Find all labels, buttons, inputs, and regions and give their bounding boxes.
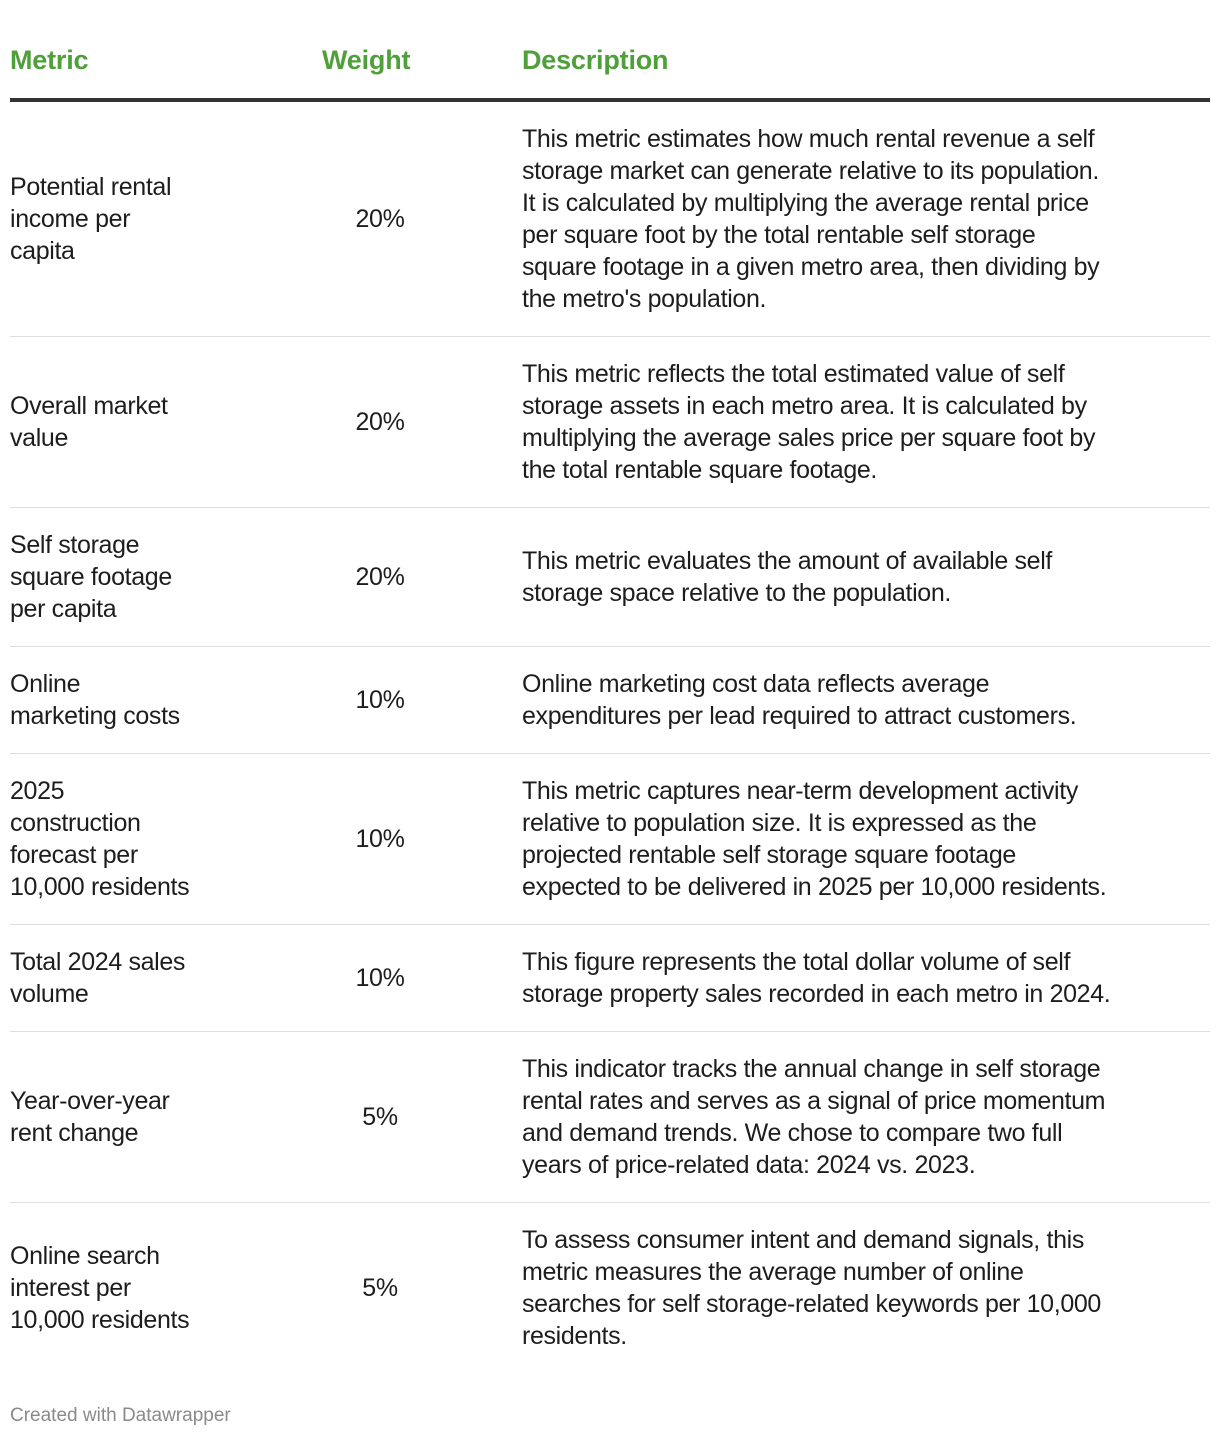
metric-cell: Potential rental income per capita [10, 171, 300, 267]
description-line: This metric reflects the total estimated… [522, 360, 1065, 388]
description-line: residents. [522, 1322, 627, 1350]
metric-line: value [10, 424, 69, 452]
metric-line: per capita [10, 595, 117, 623]
table-body: Potential rental income per capita 20% This … [10, 102, 1210, 1373]
metric-line: 10,000 residents [10, 1306, 190, 1334]
metric-line: square footage [10, 563, 172, 591]
description-line: rental rates and serves as a signal of p… [522, 1087, 1106, 1115]
table-row: 2025 construction forecast per 10,000 resid… [10, 754, 1210, 925]
weight-cell: 5% [362, 1274, 398, 1302]
metric-line: Year-over-year [10, 1087, 170, 1115]
header-description: Description [522, 45, 669, 75]
weight-cell: 5% [362, 1103, 398, 1131]
description-line: storage space relative to the population… [522, 579, 951, 607]
metric-cell: Online marketing costs [10, 668, 300, 732]
description-line: This metric estimates how much rental re… [522, 125, 1095, 153]
weight-cell: 20% [355, 205, 405, 233]
description-line: This metric evaluates the amount of avai… [522, 547, 1052, 575]
metric-line: forecast per [10, 841, 138, 869]
table-row: Online search interest per 10,000 resident… [10, 1203, 1210, 1373]
metric-line: capita [10, 237, 75, 265]
table-row: Potential rental income per capita 20% This … [10, 102, 1210, 337]
description-line: the metro's population. [522, 285, 767, 313]
description-line: per square foot by the total rentable se… [522, 221, 1036, 249]
weight-cell: 10% [355, 825, 405, 853]
table-header: Metric Weight Description [10, 0, 1210, 102]
metric-cell: Online search interest per 10,000 resident… [10, 1240, 300, 1336]
metric-line: 10,000 residents [10, 873, 190, 901]
metric-cell: Year-over-year rent change [10, 1085, 300, 1149]
metric-line: Potential rental [10, 173, 172, 201]
metric-cell: 2025 construction forecast per 10,000 resid… [10, 775, 300, 903]
description-line: and demand trends. We chose to compare t… [522, 1119, 1063, 1147]
description-line: expenditures per lead required to attrac… [522, 702, 1077, 730]
metric-line: Overall market [10, 392, 168, 420]
table-row: Year-over-year rent change 5% This indicato… [10, 1032, 1210, 1203]
description-line: multiplying the average sales price per … [522, 424, 1096, 452]
description-line: Online marketing cost data reflects aver… [522, 670, 990, 698]
metric-line: Total 2024 sales [10, 948, 186, 976]
weight-cell: 10% [355, 964, 405, 992]
description-line: This figure represents the total dollar … [522, 948, 1071, 976]
metric-line: rent change [10, 1119, 139, 1147]
description-cell: This figure represents the total dollar … [522, 946, 1210, 1010]
table-row: Total 2024 sales volume 10% This figure rep… [10, 925, 1210, 1032]
table-row: Overall market value 20% This metric reflec… [10, 337, 1210, 508]
metric-line: income per [10, 205, 131, 233]
metric-line: 2025 [10, 777, 65, 805]
weight-cell: 10% [355, 686, 405, 714]
description-cell: This metric estimates how much rental re… [522, 123, 1210, 315]
weight-cell: 20% [355, 408, 405, 436]
description-line: storage assets in each metro area. It is… [522, 392, 1087, 420]
description-line: years of price-related data: 2024 vs. 20… [522, 1151, 976, 1179]
description-line: It is calculated by multiplying the aver… [522, 189, 1089, 217]
description-line: metric measures the average number of on… [522, 1258, 1024, 1286]
metric-line: Online [10, 670, 81, 698]
metric-line: interest per [10, 1274, 131, 1302]
header-weight: Weight [322, 45, 411, 75]
description-cell: Online marketing cost data reflects aver… [522, 668, 1210, 732]
table-row: Online marketing costs 10% Online marketing… [10, 647, 1210, 754]
metric-cell: Total 2024 sales volume [10, 946, 300, 1010]
metric-line: volume [10, 980, 89, 1008]
description-cell: This indicator tracks the annual change … [522, 1053, 1210, 1181]
description-line: This metric captures near-term developme… [522, 777, 1078, 805]
footer-credit[interactable]: Created with Datawrapper [10, 1405, 231, 1426]
description-cell: To assess consumer intent and demand sig… [522, 1224, 1210, 1352]
description-line: storage property sales recorded in each … [522, 980, 1111, 1008]
description-line: the total rentable square footage. [522, 456, 878, 484]
metric-line: Self storage [10, 531, 140, 559]
description-line: expected to be delivered in 2025 per 10,… [522, 873, 1107, 901]
metrics-table: Metric Weight Description Potential rent… [10, 0, 1210, 1373]
description-line: This indicator tracks the annual change … [522, 1055, 1101, 1083]
description-line: relative to population size. It is expre… [522, 809, 1037, 837]
description-cell: This metric captures near-term developme… [522, 775, 1210, 903]
metric-cell: Self storage square footage per capita [10, 529, 300, 625]
metric-cell: Overall market value [10, 390, 300, 454]
weight-cell: 20% [355, 563, 405, 591]
header-metric: Metric [10, 45, 89, 75]
description-line: square footage in a given metro area, th… [522, 253, 1100, 281]
description-line: storage market can generate relative to … [522, 157, 1099, 185]
description-cell: This metric evaluates the amount of avai… [522, 545, 1210, 609]
description-cell: This metric reflects the total estimated… [522, 358, 1210, 486]
metric-line: Online search [10, 1242, 160, 1270]
description-line: searches for self storage-related keywor… [522, 1290, 1101, 1318]
metric-line: marketing costs [10, 702, 180, 730]
table-row: Self storage square footage per capita 20% T… [10, 508, 1210, 647]
description-line: To assess consumer intent and demand sig… [522, 1226, 1084, 1254]
description-line: projected rentable self storage square f… [522, 841, 1016, 869]
metric-line: construction [10, 809, 141, 837]
